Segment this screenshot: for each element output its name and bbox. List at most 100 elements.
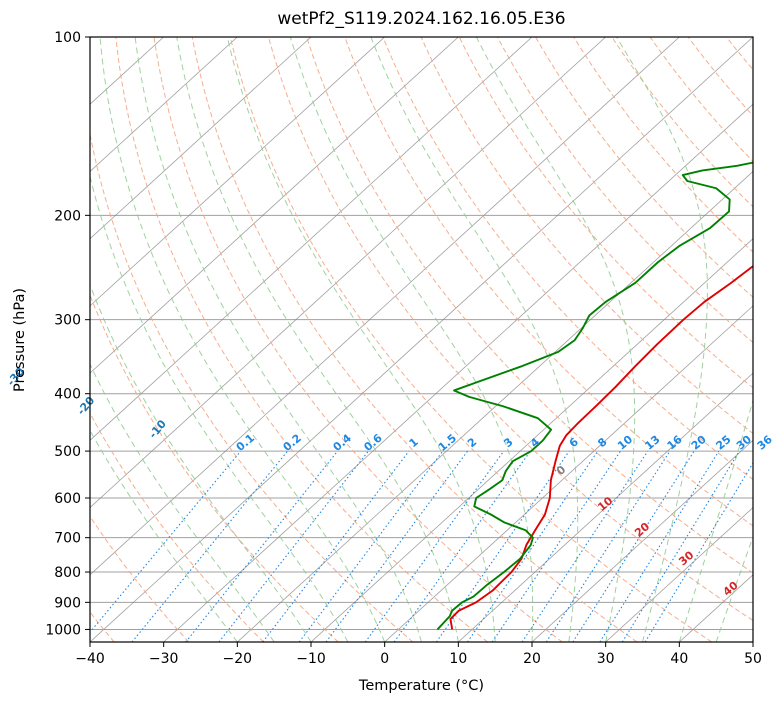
dry-adiabat-line [90, 412, 264, 642]
moist-adiabat-label: 40 [721, 579, 741, 599]
moist-adiabat-label: 30 [676, 548, 696, 568]
dry-adiabat-line [191, 37, 638, 642]
dry-adiabat-line [496, 37, 753, 344]
moist-adiabat-line [715, 535, 753, 642]
mixing-ratio-line [325, 450, 468, 642]
mixing-ratio-line [545, 450, 671, 642]
mixing-ratio-label: 0.6 [361, 431, 385, 454]
mixing-ratio-label: 0.4 [331, 431, 355, 454]
temperature-profile [449, 264, 753, 630]
mixing-ratio-line [467, 450, 599, 642]
isotherm-line [90, 37, 238, 172]
moist-adiabat-line [90, 363, 275, 642]
dry-adiabat-line [535, 37, 753, 298]
dry-adiabat-line [229, 37, 712, 642]
mixing-ratio-label: 36 [755, 433, 775, 453]
dry-adiabat-line [765, 37, 775, 642]
moist-adiabat-line [134, 37, 422, 642]
isotherm-line [90, 37, 533, 441]
mixing-ratio-line [218, 450, 369, 642]
mixing-ratio-label: 25 [713, 433, 733, 453]
x-tick-label: 40 [670, 651, 688, 667]
moist-adiabat-line [90, 283, 312, 642]
moist-adiabat-label: 10 [595, 494, 615, 514]
dry-adiabat-line [90, 515, 190, 642]
dry-adiabat-line [306, 37, 753, 574]
dry-adiabat-line [725, 37, 753, 71]
moist-adiabat-line [99, 37, 386, 642]
mixing-ratio-line [90, 450, 242, 634]
x-tick-label: −40 [75, 651, 105, 667]
isotherm-line [237, 170, 753, 642]
y-tick-label: 100 [54, 30, 81, 46]
dry-adiabat-line [687, 37, 753, 117]
mixing-ratio-line [262, 450, 410, 642]
y-tick-label: 400 [54, 387, 81, 403]
moist-adiabat-line [615, 37, 708, 642]
isotherm-line [531, 439, 753, 642]
dry-adiabat-line [649, 37, 753, 163]
plot-frame [89, 36, 754, 643]
mixing-ratio-line [393, 450, 531, 642]
mixing-ratio-line [435, 450, 570, 642]
plot-area [90, 37, 775, 642]
chart-title: wetPf2_S119.2024.162.16.05.E36 [277, 9, 566, 29]
x-axis-label: Temperature (°C) [358, 678, 485, 694]
mixing-ratio-label: 30 [734, 433, 754, 453]
isotherm-line [163, 103, 753, 642]
isotherm-line [90, 37, 312, 240]
moist-adiabat-line [289, 37, 534, 642]
moist-adiabat-line [370, 37, 579, 642]
x-tick-label: 30 [597, 651, 615, 667]
dry-adiabat-line [611, 37, 753, 208]
mixing-ratio-label: 16 [665, 433, 685, 453]
y-tick-label: 800 [54, 565, 81, 581]
y-tick-label: 1000 [45, 622, 81, 638]
mixing-ratio-label: 13 [642, 433, 662, 453]
moist-adiabat-line [90, 429, 238, 642]
mixing-ratio-label: 1 [407, 435, 421, 450]
isotherm-line [384, 305, 753, 642]
y-tick-label: 500 [54, 444, 81, 460]
isotherm-line [458, 372, 753, 642]
x-tick-label: −20 [223, 651, 253, 667]
mixing-ratio-line [644, 461, 753, 642]
moist-adiabat-line [90, 174, 349, 642]
mixing-ratio-label: 6 [567, 435, 581, 450]
x-tick-label: 20 [523, 651, 541, 667]
moist-adiabat-line [226, 37, 496, 642]
isotherm-line [90, 37, 459, 374]
dry-adiabat-line [90, 131, 414, 642]
x-tick-label: 50 [744, 651, 762, 667]
dry-adiabat-line [268, 37, 753, 622]
mixing-ratio-label: 20 [689, 433, 709, 453]
mixing-ratio-label: 2 [465, 435, 479, 450]
mixing-ratio-line [599, 450, 720, 642]
dewpoint-profile [436, 161, 753, 631]
isotherm-line [90, 37, 753, 642]
mixing-ratio-line [131, 450, 289, 642]
mixing-ratio-label: 10 [615, 433, 635, 453]
dry-adiabat-line [573, 37, 753, 253]
x-tick-label: −10 [296, 651, 326, 667]
x-tick-label: −30 [149, 651, 179, 667]
y-tick-label: 700 [54, 531, 81, 547]
y-tick-label: 300 [54, 313, 81, 329]
isotherm-line [605, 507, 753, 642]
dry-adiabat-line [115, 37, 488, 642]
x-tick-label: 10 [449, 651, 467, 667]
dry-adiabat-line [458, 37, 753, 389]
y-tick-label: 600 [54, 491, 81, 507]
isotherm-line [90, 37, 680, 576]
isotherm-line [752, 641, 753, 642]
mixing-ratio-label: 3 [501, 435, 515, 450]
y-tick-label: 900 [54, 595, 81, 611]
mixing-ratio-line [572, 450, 695, 642]
mixing-ratio-line [491, 450, 621, 642]
dry-adiabat-line [382, 37, 753, 481]
dry-adiabat-line [420, 37, 753, 435]
x-tick-label: 0 [380, 651, 389, 667]
mixing-ratio-line [185, 450, 339, 642]
y-axis-label: Pressure (hPa) [12, 287, 28, 393]
